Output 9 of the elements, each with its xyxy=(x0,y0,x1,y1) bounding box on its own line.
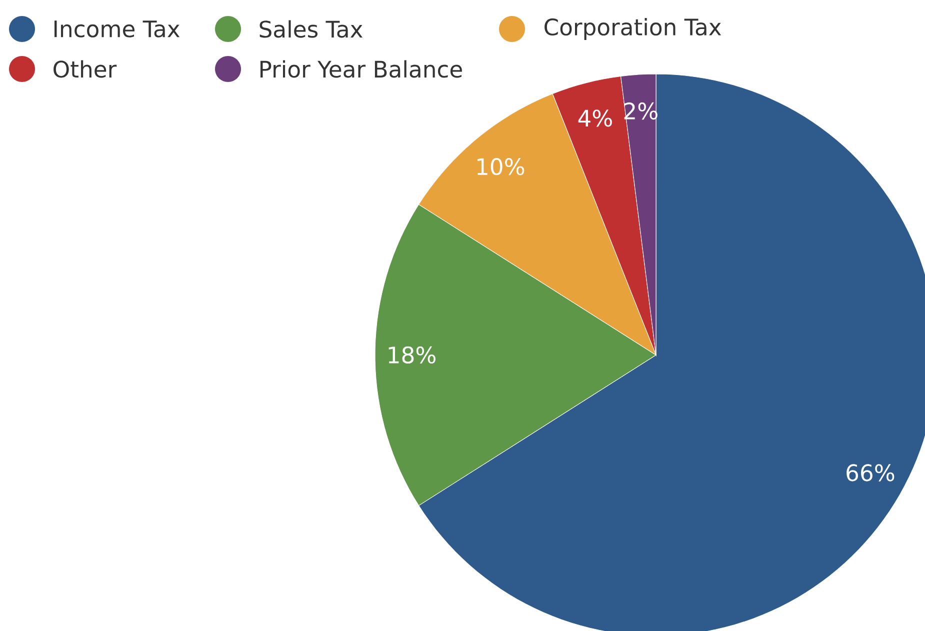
data-label: 4% xyxy=(578,110,612,127)
data-label: 10% xyxy=(477,158,524,176)
data-label: 66% xyxy=(846,464,894,482)
legend-label: Sales Tax xyxy=(260,20,362,38)
legend-label: Prior Year Balance xyxy=(260,60,462,78)
data-label: 18% xyxy=(388,346,436,364)
legend-label: Other xyxy=(54,60,117,78)
legend-label: Income Tax xyxy=(54,20,180,38)
legend-label: Corporation Tax xyxy=(544,18,722,40)
